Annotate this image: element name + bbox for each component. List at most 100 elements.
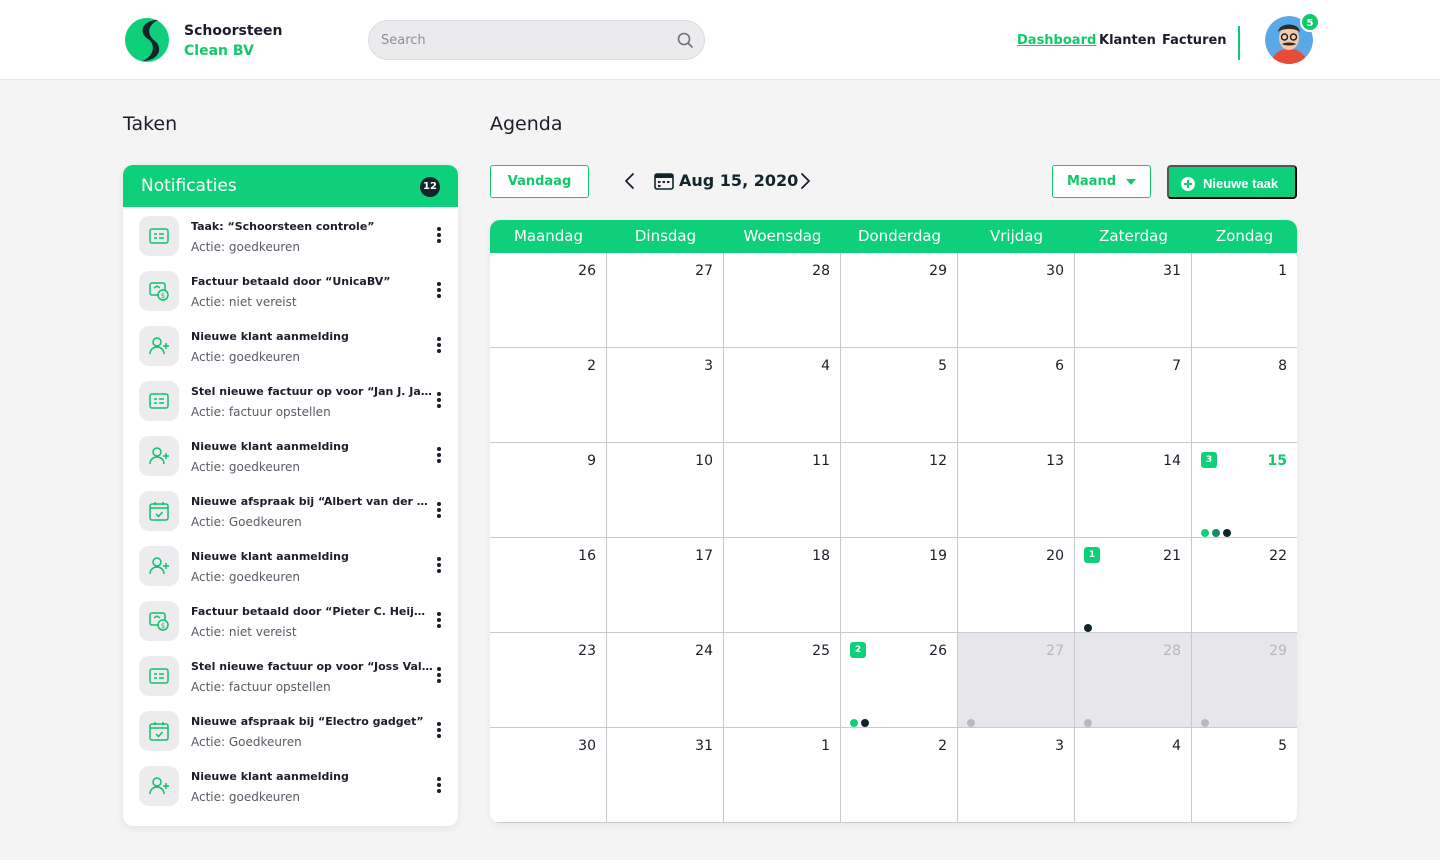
notification-item[interactable]: $ Factuur betaald door “UnicaBV” Actie: ni… bbox=[123, 262, 458, 317]
day-number: 20 bbox=[1046, 548, 1064, 564]
calendar-day-cell[interactable]: 16 bbox=[490, 538, 607, 633]
event-dot[interactable] bbox=[861, 719, 869, 727]
notification-item[interactable]: Taak: “Schoorsteen controle” Actie: goedk… bbox=[123, 207, 458, 262]
more-vertical-icon[interactable] bbox=[435, 447, 443, 467]
notification-item[interactable]: Nieuwe klant aanmelding Actie: goedkeuren bbox=[123, 757, 458, 812]
calendar-day-cell[interactable]: 3 bbox=[607, 348, 724, 443]
calendar-day-cell[interactable]: 23 bbox=[490, 633, 607, 728]
calendar-day-cell[interactable]: 6 bbox=[958, 348, 1075, 443]
nav-dashboard[interactable]: Dashboard bbox=[1017, 33, 1097, 48]
notification-item[interactable]: Stel nieuwe factuur op voor “Jan J. Jans… bbox=[123, 372, 458, 427]
event-dots[interactable] bbox=[1084, 617, 1095, 632]
event-dots[interactable] bbox=[967, 712, 978, 727]
today-button[interactable]: Vandaag bbox=[490, 165, 589, 198]
day-number: 8 bbox=[1278, 358, 1287, 374]
calendar-day-cell[interactable]: 20 bbox=[958, 538, 1075, 633]
notification-item[interactable]: $ Factuur betaald door “Pieter C. Heijman… bbox=[123, 592, 458, 647]
calendar-day-cell[interactable]: 14 bbox=[1075, 443, 1192, 538]
calendar-day-cell[interactable]: 21 1 bbox=[1075, 538, 1192, 633]
event-count-badge[interactable]: 2 bbox=[850, 642, 866, 658]
top-header: Schoorsteen Clean BV Dashboard Klanten F… bbox=[0, 0, 1440, 80]
new-task-button[interactable]: Nieuwe taak bbox=[1167, 165, 1297, 199]
calendar-day-cell[interactable]: 9 bbox=[490, 443, 607, 538]
search-input[interactable] bbox=[381, 29, 671, 51]
more-vertical-icon[interactable] bbox=[435, 612, 443, 632]
calendar-day-cell[interactable]: 2 bbox=[841, 728, 958, 823]
calendar-day-cell[interactable]: 1 bbox=[724, 728, 841, 823]
calendar-day-cell[interactable]: 15 3 bbox=[1192, 443, 1297, 538]
calendar-day-cell[interactable]: 31 bbox=[607, 728, 724, 823]
calendar-day-cell[interactable]: 30 bbox=[958, 253, 1075, 348]
event-dot[interactable] bbox=[1223, 529, 1231, 537]
event-count-badge[interactable]: 3 bbox=[1201, 452, 1217, 468]
more-vertical-icon[interactable] bbox=[435, 502, 443, 522]
logo-icon[interactable] bbox=[124, 17, 174, 63]
more-vertical-icon[interactable] bbox=[435, 667, 443, 687]
more-vertical-icon[interactable] bbox=[435, 722, 443, 742]
more-vertical-icon[interactable] bbox=[435, 392, 443, 412]
more-vertical-icon[interactable] bbox=[435, 777, 443, 797]
event-dot[interactable] bbox=[1201, 719, 1209, 727]
calendar-day-cell[interactable]: 29 bbox=[841, 253, 958, 348]
notification-icon-box bbox=[139, 766, 179, 806]
event-dot[interactable] bbox=[1084, 719, 1092, 727]
event-dots[interactable] bbox=[1201, 522, 1234, 537]
calendar-day-cell[interactable]: 13 bbox=[958, 443, 1075, 538]
notification-item[interactable]: Nieuwe klant aanmelding Actie: goedkeuren bbox=[123, 537, 458, 592]
day-number: 1 bbox=[821, 738, 830, 754]
event-dot[interactable] bbox=[967, 719, 975, 727]
calendar-day-cell[interactable]: 25 bbox=[724, 633, 841, 728]
event-dots[interactable] bbox=[1084, 712, 1095, 727]
more-vertical-icon[interactable] bbox=[435, 227, 443, 247]
nav-facturen[interactable]: Facturen bbox=[1162, 33, 1227, 48]
event-dot[interactable] bbox=[1084, 624, 1092, 632]
calendar-day-cell[interactable]: 3 bbox=[958, 728, 1075, 823]
event-dot[interactable] bbox=[850, 719, 858, 727]
day-number: 2 bbox=[587, 358, 596, 374]
calendar-day-cell[interactable]: 2 bbox=[490, 348, 607, 443]
calendar-day-cell[interactable]: 27 bbox=[607, 253, 724, 348]
chevron-right-icon[interactable] bbox=[798, 172, 812, 190]
calendar-day-cell[interactable]: 12 bbox=[841, 443, 958, 538]
notification-item[interactable]: Nieuwe klant aanmelding Actie: goedkeuren bbox=[123, 317, 458, 372]
calendar-day-cell[interactable]: 7 bbox=[1075, 348, 1192, 443]
notification-item[interactable]: Nieuwe afspraak bij “Electro gadget” Acti… bbox=[123, 702, 458, 757]
calendar-day-cell[interactable]: 4 bbox=[724, 348, 841, 443]
view-select[interactable]: Maand bbox=[1052, 165, 1151, 198]
event-dots[interactable] bbox=[850, 712, 872, 727]
calendar-day-cell[interactable]: 10 bbox=[607, 443, 724, 538]
event-dot[interactable] bbox=[1201, 529, 1209, 537]
calendar-day-cell[interactable]: 5 bbox=[841, 348, 958, 443]
calendar-day-cell[interactable]: 4 bbox=[1075, 728, 1192, 823]
calendar-day-cell[interactable]: 8 bbox=[1192, 348, 1297, 443]
chevron-left-icon[interactable] bbox=[623, 172, 637, 190]
notification-item[interactable]: Stel nieuwe factuur op voor “Joss Valken… bbox=[123, 647, 458, 702]
event-dot[interactable] bbox=[1212, 529, 1220, 537]
calendar-day-cell[interactable]: 18 bbox=[724, 538, 841, 633]
notification-item[interactable]: Nieuwe klant aanmelding Actie: goedkeuren bbox=[123, 427, 458, 482]
event-count-badge[interactable]: 1 bbox=[1084, 547, 1100, 563]
more-vertical-icon[interactable] bbox=[435, 557, 443, 577]
calendar-day-cell[interactable]: 24 bbox=[607, 633, 724, 728]
nav-klanten[interactable]: Klanten bbox=[1099, 33, 1156, 48]
calendar-day-cell[interactable]: 11 bbox=[724, 443, 841, 538]
more-vertical-icon[interactable] bbox=[435, 282, 443, 302]
notification-item[interactable]: Nieuwe afspraak bij “Albert van der heij… bbox=[123, 482, 458, 537]
event-dots[interactable] bbox=[1201, 712, 1212, 727]
calendar-day-cell[interactable]: 26 2 bbox=[841, 633, 958, 728]
day-name-6: Zondag bbox=[1215, 227, 1274, 245]
notification-icon-box bbox=[139, 491, 179, 531]
calendar-day-cell[interactable]: 1 bbox=[1192, 253, 1297, 348]
calendar-day-cell[interactable]: 19 bbox=[841, 538, 958, 633]
calendar-day-cell[interactable]: 5 bbox=[1192, 728, 1297, 823]
calendar-day-cell[interactable]: 17 bbox=[607, 538, 724, 633]
search-icon[interactable] bbox=[676, 31, 694, 49]
calendar-day-cell[interactable]: 22 bbox=[1192, 538, 1297, 633]
notification-action: Actie: goedkeuren bbox=[191, 570, 301, 584]
calendar-day-cell[interactable]: 30 bbox=[490, 728, 607, 823]
calendar-day-cell[interactable]: 28 bbox=[724, 253, 841, 348]
search-bar[interactable] bbox=[368, 20, 705, 60]
more-vertical-icon[interactable] bbox=[435, 337, 443, 357]
calendar-day-cell[interactable]: 31 bbox=[1075, 253, 1192, 348]
calendar-day-cell[interactable]: 26 bbox=[490, 253, 607, 348]
